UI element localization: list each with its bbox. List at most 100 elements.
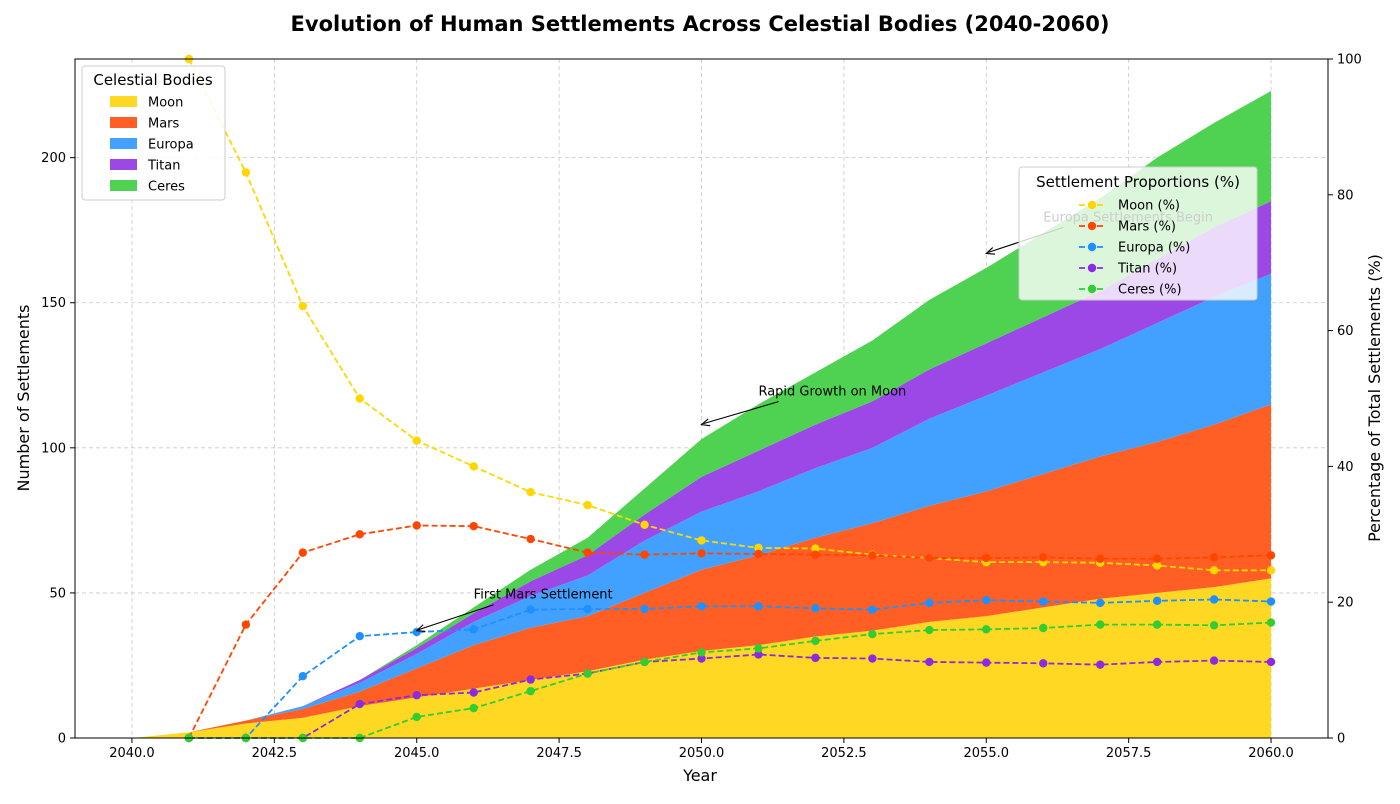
percent-line-europa — [188, 598, 1272, 739]
percent-point-moon — [355, 394, 364, 403]
legend-swatch-mars — [110, 117, 137, 128]
percent-point-moon — [298, 301, 308, 311]
percent-line-moon — [188, 58, 1272, 572]
legend2-marker-moon — [1087, 200, 1097, 210]
percent-line-titan — [188, 653, 1272, 739]
percent-point-ceres — [412, 712, 421, 722]
percent-point-mars — [1152, 554, 1162, 563]
legend2-label-europa: Europa (%) — [1118, 241, 1190, 256]
percent-point-titan — [982, 658, 991, 667]
percent-point-europa — [925, 598, 934, 608]
percent-point-mars — [754, 549, 763, 559]
percent-point-europa — [1152, 596, 1162, 606]
legend2-marker-mars — [1087, 221, 1097, 231]
percent-point-moon — [241, 168, 251, 177]
percent-point-europa — [1209, 595, 1219, 604]
percent-point-europa — [754, 602, 763, 611]
percent-point-europa — [355, 631, 364, 641]
percent-point-titan — [811, 653, 820, 663]
legend-label-mars: Mars — [148, 117, 180, 132]
y-axis-label: Number of Settlements — [14, 305, 33, 492]
x-axis-label: Year — [682, 766, 717, 785]
percent-point-mars — [697, 549, 706, 558]
percent-point-moon — [1209, 566, 1219, 575]
legend2-label-titan: Titan (%) — [1117, 262, 1177, 277]
percent-point-moon — [412, 436, 421, 445]
percent-point-ceres — [1039, 623, 1048, 633]
percent-point-mars — [241, 620, 251, 629]
x-tick-label: 2045.0 — [394, 746, 440, 761]
percent-point-ceres — [868, 629, 877, 639]
legend2-marker-titan — [1087, 263, 1097, 273]
percent-point-mars — [982, 553, 991, 563]
percent-point-mars — [1095, 554, 1105, 563]
percent-point-europa — [811, 604, 820, 613]
percent-point-mars — [868, 551, 877, 560]
percent-point-mars — [583, 548, 592, 557]
percent-point-moon — [754, 543, 763, 553]
percent-point-titan — [526, 675, 535, 684]
percent-point-europa — [583, 604, 592, 614]
percent-point-ceres — [754, 644, 763, 653]
percent-point-mars — [298, 548, 308, 557]
y-tick-label: 200 — [41, 151, 66, 166]
legend-items: Moon Mars Europa Titan Ceres — [110, 96, 194, 195]
legend-celestial-bodies: Celestial Bodies Moon Mars Europa Titan Cere… — [81, 65, 226, 201]
percent-point-moon — [469, 462, 478, 471]
y2-axis-label: Percentage of Total Settlements (%) — [1365, 254, 1384, 542]
y2-tick-label: 60 — [1337, 324, 1354, 339]
y-tick-label: 50 — [49, 586, 66, 601]
x-tick-label: 2052.5 — [821, 746, 867, 761]
annotation-arrow — [703, 401, 779, 425]
percent-point-ceres — [526, 686, 535, 696]
chart-title: Evolution of Human Settlements Across Ce… — [291, 12, 1110, 36]
percent-point-europa — [469, 625, 478, 634]
x-axis-ticks: 2040.0 2042.5 2045.0 2047.5 2050.0 2052.5 2055… — [109, 738, 1294, 761]
legend-label-moon: Moon — [148, 96, 183, 111]
percent-point-mars — [469, 521, 478, 531]
percent-point-titan — [868, 654, 877, 663]
annotation-arrowhead — [415, 624, 426, 632]
legend2-marker-europa — [1087, 242, 1097, 252]
percent-line-layer — [184, 54, 1276, 743]
percent-point-europa — [412, 627, 421, 637]
percent-line-mars — [188, 524, 1272, 739]
percent-point-ceres — [583, 669, 592, 678]
percent-point-europa — [1266, 597, 1276, 606]
legend-label-ceres: Ceres — [148, 180, 185, 195]
annotation-arrowhead — [984, 247, 996, 255]
legend-label-europa: Europa — [148, 138, 194, 153]
percent-point-titan — [697, 654, 706, 663]
percent-point-moon — [697, 536, 706, 545]
legend2-label-moon: Moon (%) — [1118, 199, 1180, 214]
percent-point-titan — [1039, 659, 1048, 668]
percent-point-titan — [355, 699, 364, 709]
percent-point-ceres — [1266, 618, 1276, 627]
percent-point-ceres — [1209, 621, 1219, 630]
percent-point-ceres — [697, 648, 706, 657]
x-tick-label: 2042.5 — [252, 746, 298, 761]
percent-point-mars — [355, 530, 364, 539]
percent-point-europa — [982, 595, 991, 605]
x-tick-label: 2040.0 — [109, 746, 155, 761]
y-tick-label: 0 — [58, 732, 66, 747]
percent-point-moon — [526, 488, 535, 497]
percent-point-moon — [1266, 566, 1276, 575]
percent-point-mars — [1209, 553, 1219, 562]
annotation-label: First Mars Settlement — [474, 588, 613, 603]
percent-point-europa — [1039, 597, 1048, 606]
percent-point-mars — [640, 550, 649, 559]
percent-point-moon — [640, 520, 649, 529]
y-tick-label: 150 — [41, 296, 66, 311]
percent-point-ceres — [1095, 620, 1105, 629]
percent-point-mars — [412, 521, 421, 530]
percent-point-moon — [1152, 561, 1162, 570]
legend-swatch-moon — [110, 96, 137, 107]
percent-point-ceres — [925, 625, 934, 635]
percent-point-titan — [1266, 657, 1276, 667]
percent-point-titan — [469, 688, 478, 697]
legend-label-titan: Titan — [147, 159, 180, 174]
percent-point-titan — [412, 691, 421, 700]
percent-point-europa — [640, 604, 649, 614]
